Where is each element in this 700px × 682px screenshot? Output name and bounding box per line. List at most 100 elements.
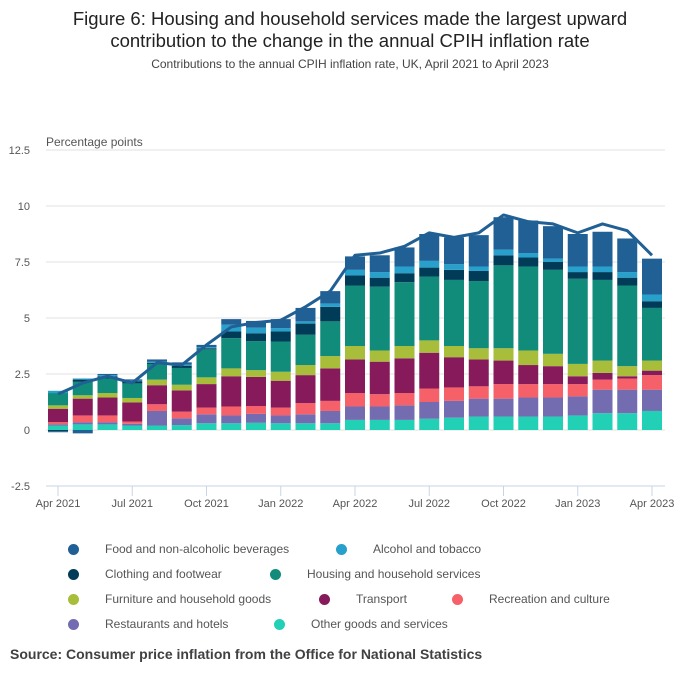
bar-segment[interactable] <box>617 389 638 414</box>
bar-segment[interactable] <box>295 414 316 424</box>
bar-segment[interactable] <box>444 387 464 401</box>
bar-segment[interactable] <box>320 423 341 430</box>
bar-segment[interactable] <box>543 384 563 398</box>
bar-segment[interactable] <box>617 277 638 286</box>
bar-segment[interactable] <box>567 272 588 279</box>
legend-item-furniture[interactable]: Furniture and household goods <box>68 592 271 606</box>
bar-segment[interactable] <box>518 220 539 254</box>
bar-segment[interactable] <box>468 281 489 349</box>
bar-segment[interactable] <box>642 301 662 308</box>
bar-segment[interactable] <box>270 331 291 342</box>
bar-segment[interactable] <box>518 350 539 366</box>
bar-segment[interactable] <box>147 359 167 362</box>
bar-segment[interactable] <box>72 430 93 434</box>
bar-segment[interactable] <box>369 394 390 407</box>
bar-segment[interactable] <box>122 397 143 403</box>
bar-segment[interactable] <box>295 334 316 366</box>
bar-stack[interactable] <box>171 362 192 430</box>
bar-segment[interactable] <box>468 386 489 399</box>
bar-segment[interactable] <box>171 384 192 391</box>
bar-stack[interactable] <box>97 374 118 430</box>
bar-segment[interactable] <box>444 417 464 430</box>
bar-segment[interactable] <box>270 371 291 381</box>
bar-segment[interactable] <box>419 388 440 402</box>
bar-segment[interactable] <box>567 396 588 416</box>
legend-item-transport[interactable]: Transport <box>319 592 407 606</box>
bar-segment[interactable] <box>369 361 390 395</box>
bar-stack[interactable] <box>592 231 613 430</box>
bar-segment[interactable] <box>369 406 390 420</box>
bar-segment[interactable] <box>419 352 440 389</box>
bar-stack[interactable] <box>468 235 489 430</box>
bar-segment[interactable] <box>468 235 489 267</box>
bar-segment[interactable] <box>246 341 266 371</box>
cpih-rate-line[interactable] <box>57 213 654 396</box>
bar-segment[interactable] <box>295 321 316 324</box>
bar-segment[interactable] <box>295 323 316 335</box>
bar-segment[interactable] <box>97 374 118 376</box>
bar-segment[interactable] <box>147 385 167 405</box>
bar-segment[interactable] <box>642 370 662 376</box>
bar-segment[interactable] <box>493 398 514 417</box>
bar-segment[interactable] <box>320 321 341 357</box>
bar-stack[interactable] <box>246 320 266 430</box>
bar-segment[interactable] <box>394 405 415 420</box>
bar-segment[interactable] <box>171 425 192 430</box>
bar-segment[interactable] <box>617 413 638 430</box>
bar-segment[interactable] <box>419 260 440 268</box>
bar-segment[interactable] <box>320 303 341 307</box>
bar-segment[interactable] <box>221 319 242 325</box>
bar-segment[interactable] <box>444 279 464 346</box>
bar-segment[interactable] <box>221 423 242 430</box>
bar-segment[interactable] <box>617 272 638 278</box>
bar-segment[interactable] <box>270 319 291 329</box>
bar-segment[interactable] <box>196 349 217 378</box>
bar-segment[interactable] <box>419 267 440 277</box>
bar-stack[interactable] <box>543 226 563 430</box>
bar-segment[interactable] <box>394 346 415 359</box>
bar-segment[interactable] <box>48 405 68 409</box>
bar-segment[interactable] <box>592 360 613 373</box>
bar-segment[interactable] <box>617 285 638 367</box>
bar-segment[interactable] <box>543 258 563 262</box>
bar-segment[interactable] <box>48 430 68 432</box>
bar-segment[interactable] <box>543 269 563 354</box>
bar-segment[interactable] <box>468 359 489 387</box>
bar-segment[interactable] <box>48 393 68 406</box>
bar-stack[interactable] <box>122 379 143 430</box>
bar-stack[interactable] <box>369 255 390 430</box>
bar-segment[interactable] <box>221 368 242 377</box>
bar-segment[interactable] <box>97 422 118 425</box>
bar-segment[interactable] <box>592 279 613 361</box>
bar-segment[interactable] <box>147 410 167 426</box>
bar-segment[interactable] <box>518 416 539 430</box>
bar-segment[interactable] <box>642 360 662 371</box>
bar-segment[interactable] <box>270 341 291 372</box>
bar-segment[interactable] <box>592 231 613 267</box>
bar-stack[interactable] <box>394 247 415 430</box>
bar-segment[interactable] <box>48 422 68 425</box>
bar-segment[interactable] <box>369 277 390 287</box>
bar-segment[interactable] <box>196 414 217 424</box>
bar-segment[interactable] <box>493 265 514 349</box>
bar-segment[interactable] <box>543 353 563 367</box>
bar-segment[interactable] <box>320 306 341 322</box>
bar-segment[interactable] <box>345 419 365 430</box>
bar-stack[interactable] <box>196 344 217 430</box>
bar-segment[interactable] <box>394 358 415 394</box>
bar-segment[interactable] <box>518 253 539 258</box>
bar-segment[interactable] <box>48 424 68 426</box>
bar-segment[interactable] <box>72 422 93 425</box>
bar-segment[interactable] <box>567 266 588 273</box>
bar-segment[interactable] <box>518 257 539 267</box>
bar-segment[interactable] <box>468 416 489 430</box>
bar-segment[interactable] <box>444 357 464 388</box>
bar-stack[interactable] <box>270 319 291 430</box>
bar-stack[interactable] <box>72 378 93 434</box>
bar-segment[interactable] <box>246 320 266 328</box>
bar-segment[interactable] <box>295 307 316 322</box>
bar-segment[interactable] <box>419 276 440 341</box>
bar-segment[interactable] <box>493 360 514 385</box>
bar-segment[interactable] <box>72 379 93 382</box>
bar-segment[interactable] <box>345 256 365 270</box>
